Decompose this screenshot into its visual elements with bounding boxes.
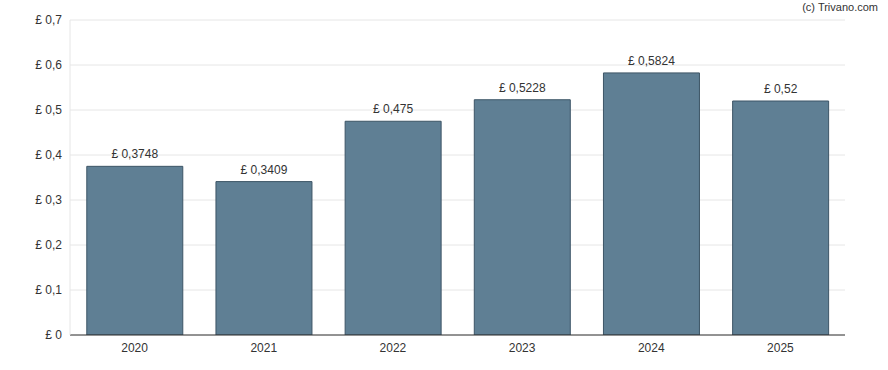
svg-text:£ 0,5824: £ 0,5824 xyxy=(628,54,675,68)
svg-text:£ 0,1: £ 0,1 xyxy=(35,283,62,297)
svg-text:£ 0,7: £ 0,7 xyxy=(35,13,62,27)
svg-text:2020: 2020 xyxy=(121,341,148,355)
svg-text:£ 0,4: £ 0,4 xyxy=(35,148,62,162)
svg-text:£ 0,3409: £ 0,3409 xyxy=(241,163,288,177)
svg-text:£ 0: £ 0 xyxy=(45,328,62,342)
svg-text:£ 0,52: £ 0,52 xyxy=(764,82,798,96)
svg-text:£ 0,2: £ 0,2 xyxy=(35,238,62,252)
svg-text:£ 0,3748: £ 0,3748 xyxy=(111,147,158,161)
svg-text:2021: 2021 xyxy=(250,341,277,355)
html-text:(c) Trivano.com: (c) Trivano.com xyxy=(802,1,878,13)
svg-text:£ 0,3: £ 0,3 xyxy=(35,193,62,207)
svg-text:£ 0,475: £ 0,475 xyxy=(373,102,413,116)
svg-text:£ 0,5228: £ 0,5228 xyxy=(499,81,546,95)
svg-text:£ 0,6: £ 0,6 xyxy=(35,58,62,72)
svg-text:2022: 2022 xyxy=(380,341,407,355)
svg-text:2025: 2025 xyxy=(767,341,794,355)
svg-text:2023: 2023 xyxy=(509,341,536,355)
svg-text:£ 0,5: £ 0,5 xyxy=(35,103,62,117)
svg-text:2024: 2024 xyxy=(638,341,665,355)
